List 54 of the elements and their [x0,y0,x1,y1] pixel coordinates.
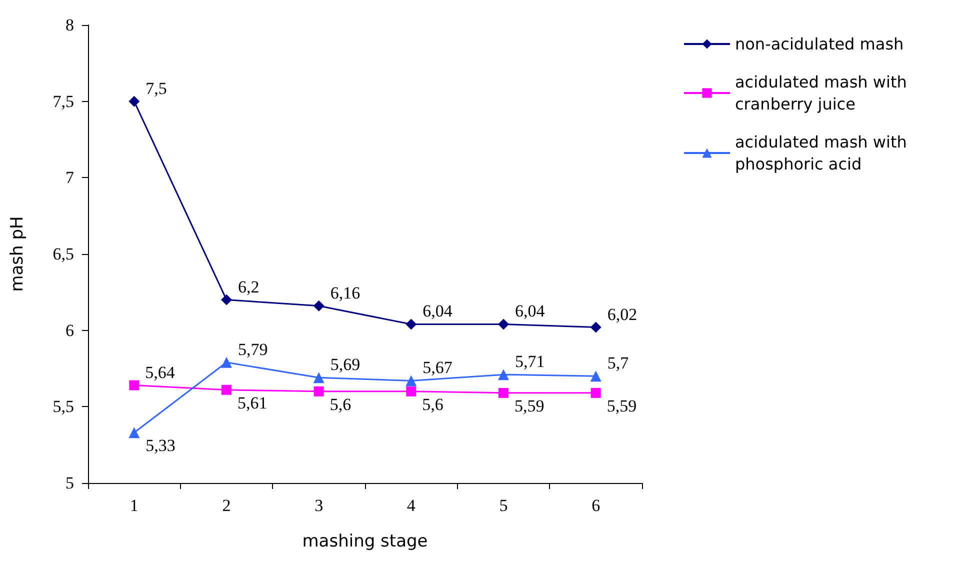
y-tick-label: 6 [66,320,74,340]
x-tick-label: 3 [314,496,324,515]
data-label: 5,61 [238,393,268,412]
data-label: 5,64 [145,362,176,382]
x-tick-label: 5 [499,496,508,515]
legend-label: acidulated mash with phosphoric acid [735,132,912,174]
data-label: 6,04 [515,302,546,321]
point [128,96,140,107]
point [406,386,416,396]
point [590,388,601,398]
y-tick-label: 7,5 [52,92,74,111]
y-tick-label: 7 [66,168,74,188]
data-label: 6,2 [238,277,260,296]
y-axis-title: mash pH [8,216,28,292]
legend-label: acidulated mash with cranberry juice [735,72,912,114]
point [406,318,417,330]
point [313,300,324,312]
y-tick-label: 5 [66,474,74,492]
data-label: 7,5 [146,78,167,98]
x-axis-title: mashing stage [302,532,428,552]
data-label: 5,59 [606,396,637,416]
point [498,388,508,398]
point [129,380,140,390]
x-tick-label: 6 [592,496,600,515]
point [128,427,140,438]
data-label: 5,6 [422,394,444,414]
x-tick-label: 2 [222,496,231,515]
point [314,386,324,396]
data-label: 5,67 [422,358,453,378]
y-tick-label: 8 [66,16,74,34]
point [498,318,509,330]
data-label: 5,59 [514,396,544,416]
point [221,294,232,306]
point [406,375,417,386]
data-label: 6,16 [330,283,360,302]
data-label: 5,69 [330,355,360,374]
data-label: 6,04 [422,302,453,321]
point [498,369,509,380]
point [590,322,602,333]
data-label: 5,71 [515,352,545,372]
point [221,356,232,368]
point [222,384,232,395]
data-label: 5,79 [238,340,268,359]
x-tick-label: 1 [130,496,138,515]
data-label: 5,6 [330,394,352,414]
data-label: 5,7 [607,354,630,373]
y-tick-label: 6,5 [52,244,74,264]
y-tick-label: 5,5 [52,397,74,416]
point [590,370,602,382]
data-label: 6,02 [607,304,638,324]
x-tick-label: 4 [406,496,416,515]
point [313,372,324,384]
data-label: 5,33 [146,436,176,456]
legend-label: non-acidulated mash [735,34,904,54]
